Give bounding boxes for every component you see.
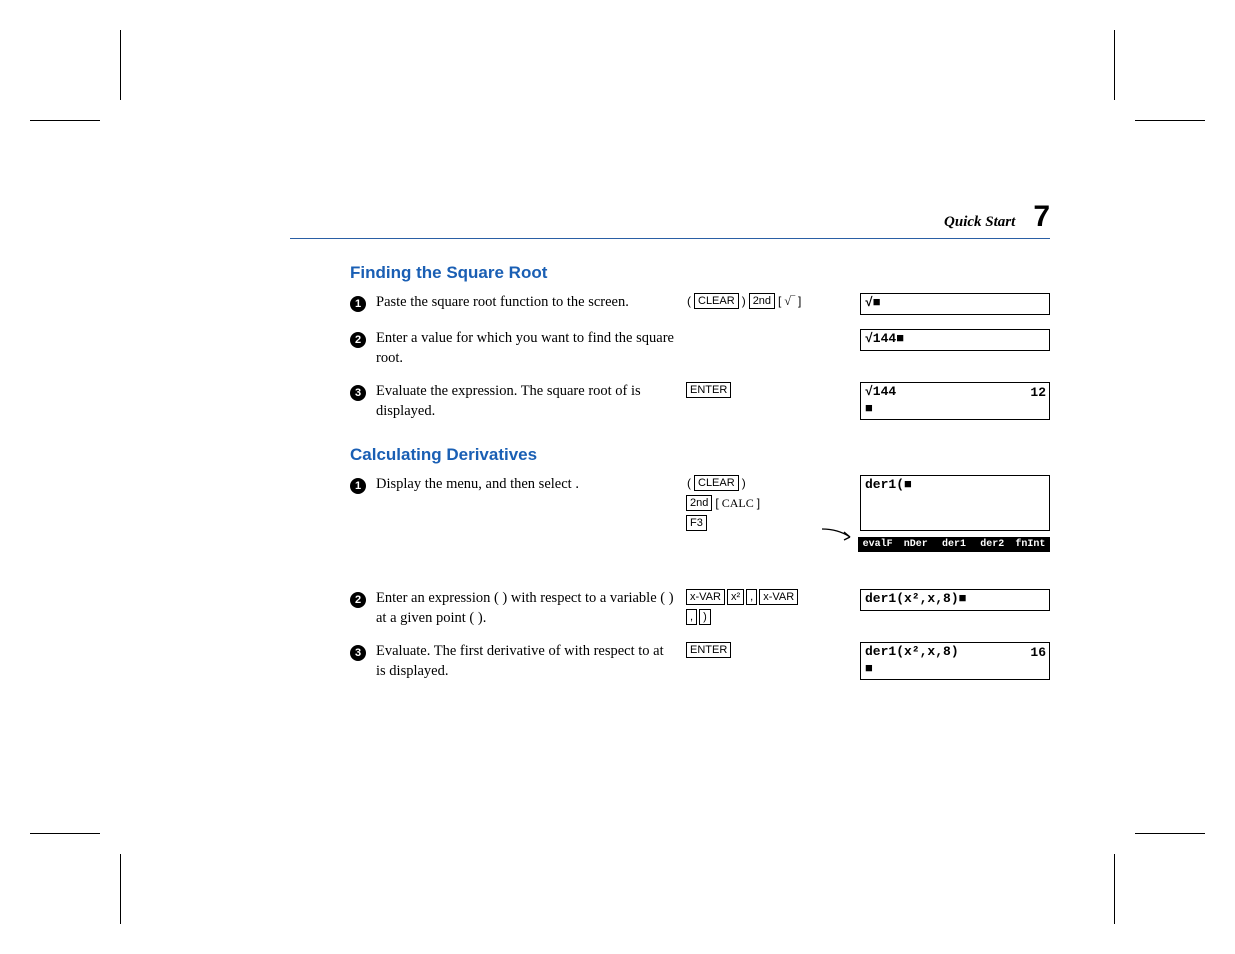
screen-result: 12 <box>1030 385 1046 400</box>
step-number: 1 <box>350 296 366 312</box>
step-row: 3 Evaluate. The first derivative of with… <box>350 642 1050 681</box>
step-keys: ENTER <box>686 642 846 658</box>
softkey: nDer <box>897 538 935 551</box>
softkey-bar: evalF nDer der1 der2 fnInt <box>858 537 1050 552</box>
softkey: der2 <box>974 538 1012 551</box>
step-row: 2 Enter an expression ( ) with respect t… <box>350 589 1050 628</box>
step-keys: x-VAR x² , x-VAR , ) <box>686 589 846 625</box>
softkey: fnInt <box>1012 538 1049 551</box>
step-row: 1 Display the menu, and then select . ( … <box>350 475 1050 575</box>
step-keys: ( CLEAR ) 2nd [√‾] <box>686 293 846 309</box>
page-content: Quick Start 7 Finding the Square Root 1 … <box>290 200 1050 696</box>
calc-screen: der1(x²,x,8) 16 ■ <box>860 642 1050 680</box>
step-number: 2 <box>350 332 366 348</box>
step-text: Display the menu, and then select . <box>376 475 676 495</box>
key-xsq: x² <box>727 589 744 605</box>
key-comma: , <box>686 609 697 625</box>
step-text: Enter an expression ( ) with respect to … <box>376 589 676 628</box>
screen-cursor: ■ <box>861 400 1049 417</box>
key-xvar: x-VAR <box>759 589 798 605</box>
softkey: der1 <box>935 538 973 551</box>
page-header-number: 7 <box>1033 200 1050 234</box>
paren-close: ) <box>741 294 747 308</box>
step-number: 3 <box>350 385 366 401</box>
screen-line: √■ <box>861 294 1049 311</box>
screen-result: 16 <box>1030 645 1046 660</box>
key-2nd: 2nd <box>686 495 712 511</box>
step-row: 3 Evaluate the expression. The square ro… <box>350 382 1050 421</box>
key-clear: CLEAR <box>694 293 739 309</box>
key-xvar: x-VAR <box>686 589 725 605</box>
screen-line: der1(x²,x,8) <box>861 643 1049 660</box>
step-number: 3 <box>350 645 366 661</box>
section-title-deriv: Calculating Derivatives <box>350 445 1050 465</box>
calc-screen: √144■ <box>860 329 1050 351</box>
page-header-label: Quick Start <box>944 214 1015 231</box>
screen-line: √144 <box>861 383 1049 400</box>
key-clear: CLEAR <box>694 475 739 491</box>
screen-line: der1(■ <box>861 476 1049 493</box>
step-text: Evaluate. The first derivative of with r… <box>376 642 676 681</box>
key-f3: F3 <box>686 515 707 531</box>
key-enter: ENTER <box>686 382 731 398</box>
key-sqrt: √‾ <box>784 294 795 309</box>
page-header: Quick Start 7 <box>290 200 1050 239</box>
paren-open: ( <box>686 476 692 490</box>
screen-line: √144■ <box>861 330 1049 347</box>
step-row: 1 Paste the square root function to the … <box>350 293 1050 315</box>
step-number: 1 <box>350 478 366 494</box>
key-paren: ) <box>699 609 711 625</box>
step-text: Paste the square root function to the sc… <box>376 293 676 313</box>
calc-screen: √144 12 ■ <box>860 382 1050 420</box>
calc-screen: der1(■ <box>860 475 1050 531</box>
softkey: evalF <box>859 538 897 551</box>
key-enter: ENTER <box>686 642 731 658</box>
step-text: Evaluate the expression. The square root… <box>376 382 676 421</box>
step-keys: ENTER <box>686 382 846 398</box>
calc-screen: der1(x²,x,8)■ <box>860 589 1050 611</box>
step-keys: ( CLEAR ) 2nd [CALC] F3 <box>686 475 846 531</box>
key-2nd: 2nd <box>749 293 775 309</box>
step-text: Enter a value for which you want to find… <box>376 329 676 368</box>
screen-cursor: ■ <box>861 660 1049 677</box>
calc-screen: √■ <box>860 293 1050 315</box>
key-comma: , <box>746 589 757 605</box>
arrow-icon <box>820 525 860 549</box>
step-number: 2 <box>350 592 366 608</box>
key-calc: CALC <box>722 496 754 511</box>
paren-open: ( <box>686 294 692 308</box>
step-row: 2 Enter a value for which you want to fi… <box>350 329 1050 368</box>
paren-close: ) <box>741 476 747 490</box>
screen-line: der1(x²,x,8)■ <box>861 590 1049 607</box>
section-title-sqrt: Finding the Square Root <box>350 263 1050 283</box>
